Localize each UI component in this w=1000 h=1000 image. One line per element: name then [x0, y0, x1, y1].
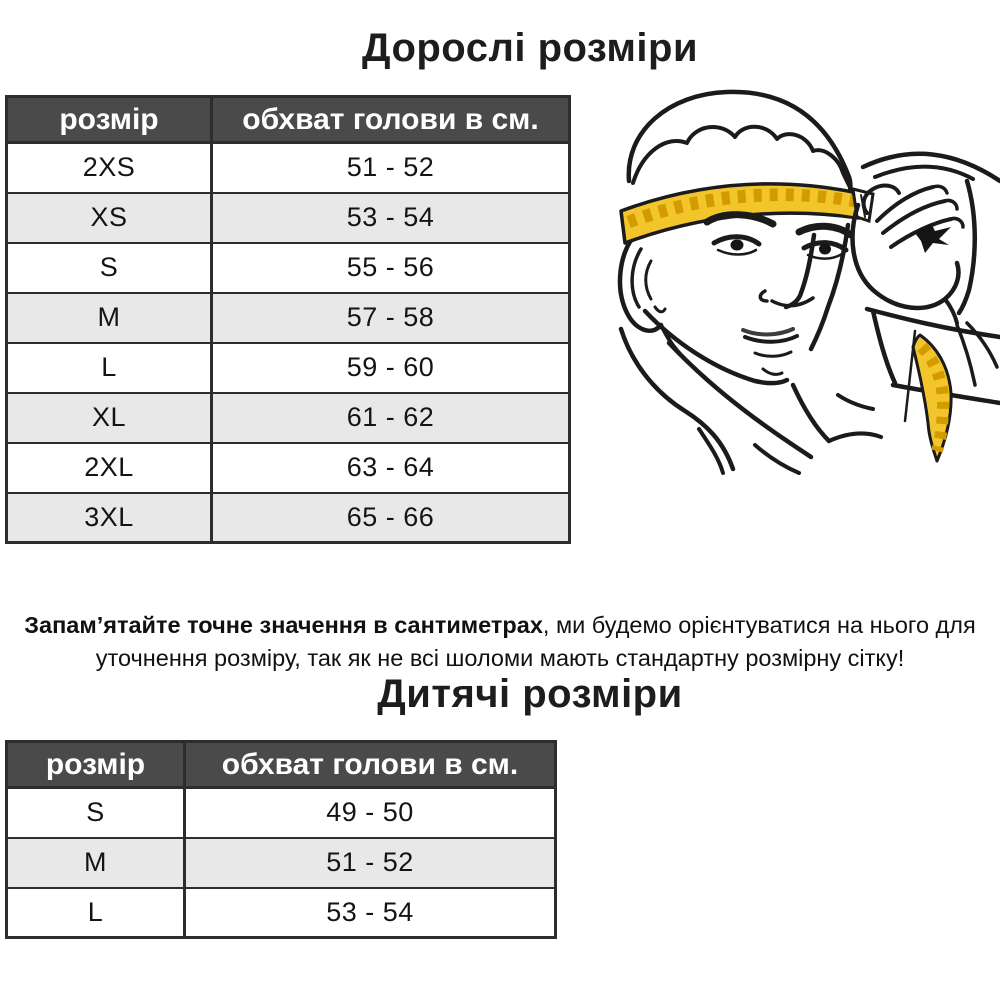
note-regular-part: , ми будемо орієнтуватися на нього для у… [95, 612, 976, 671]
face-features [703, 211, 855, 376]
kids-sizes-title: Дитячі розміри [377, 672, 683, 716]
circumference-cell: 53 - 54 [183, 886, 557, 939]
adult-size-table: розмір обхват голови в см. 2XS 51 - 52 XS 5… [5, 95, 571, 544]
table-row: 3XL 65 - 66 [5, 491, 571, 544]
table-row: XL 61 - 62 [5, 391, 571, 444]
table-row: S 49 - 50 [5, 786, 557, 839]
table-row: M 51 - 52 [5, 836, 557, 889]
circumference-cell: 51 - 52 [210, 141, 571, 194]
column-header-circumference: обхват голови в см. [210, 95, 571, 144]
size-cell: L [5, 341, 213, 394]
man-measuring-head-illustration [615, 85, 1000, 575]
circumference-cell: 49 - 50 [183, 786, 557, 839]
adult-sizes-title: Дорослі розміри [361, 26, 699, 70]
column-header-size: розмір [5, 95, 213, 144]
size-cell: L [5, 886, 186, 939]
circumference-cell: 53 - 54 [210, 191, 571, 244]
size-cell: XS [5, 191, 213, 244]
adult-table-header-row: розмір обхват голови в см. [5, 95, 571, 144]
size-cell: M [5, 291, 213, 344]
table-row: M 57 - 58 [5, 291, 571, 344]
size-cell: 2XL [5, 441, 213, 494]
ear [617, 232, 667, 333]
hand-and-arm [850, 151, 1000, 325]
kids-size-table: розмір обхват голови в см. S 49 - 50 M 51 -… [5, 740, 557, 939]
neck-and-shoulders [618, 308, 883, 475]
circumference-cell: 57 - 58 [210, 291, 571, 344]
table-row: L 53 - 54 [5, 886, 557, 939]
table-row: XS 53 - 54 [5, 191, 571, 244]
table-row: S 55 - 56 [5, 241, 571, 294]
circumference-cell: 65 - 66 [210, 491, 571, 544]
table-row: 2XS 51 - 52 [5, 141, 571, 194]
circumference-cell: 55 - 56 [210, 241, 571, 294]
table-row: 2XL 63 - 64 [5, 441, 571, 494]
column-header-size: розмір [5, 740, 186, 789]
table-row: L 59 - 60 [5, 341, 571, 394]
measurement-note: Запам’ятайте точне значення в сантиметра… [15, 609, 985, 675]
circumference-cell: 59 - 60 [210, 341, 571, 394]
note-bold-part: Запам’ятайте точне значення в сантиметра… [24, 612, 543, 638]
size-cell: S [5, 241, 213, 294]
size-cell: XL [5, 391, 213, 444]
size-cell: 2XS [5, 141, 213, 194]
size-cell: 3XL [5, 491, 213, 544]
size-cell: M [5, 836, 186, 889]
circumference-cell: 51 - 52 [183, 836, 557, 889]
circumference-cell: 63 - 64 [210, 441, 571, 494]
column-header-circumference: обхват голови в см. [183, 740, 557, 789]
circumference-cell: 61 - 62 [210, 391, 571, 444]
size-cell: S [5, 786, 186, 839]
hanging-tape-end [903, 329, 953, 463]
lower-sleeve-arm [864, 306, 1000, 406]
kids-table-header-row: розмір обхват голови в см. [5, 740, 557, 789]
